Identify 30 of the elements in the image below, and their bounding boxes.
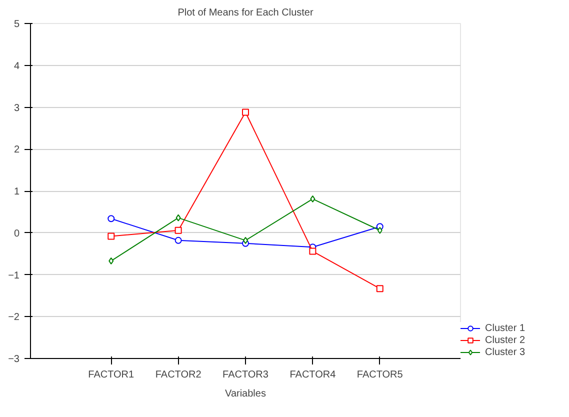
point [310, 195, 316, 202]
point [309, 248, 316, 255]
x-tick-label: FACTOR4 [290, 370, 336, 380]
chart-title: Plot of Means for Each Cluster [178, 8, 314, 18]
point [174, 236, 182, 244]
point [174, 226, 182, 234]
point [108, 232, 115, 240]
y-tick-label: 5 [14, 19, 20, 30]
legend-label: Cluster 1 [485, 322, 526, 334]
x-tick-label: FACTOR2 [155, 370, 202, 380]
y-tick-label: −3 [8, 354, 20, 365]
legend-label: Cluster 3 [485, 346, 526, 358]
y-tick-label: −2 [8, 312, 20, 324]
point [242, 108, 249, 116]
y-tick-label: 4 [14, 60, 20, 72]
y-tick-label: 2 [14, 144, 20, 156]
point [176, 214, 181, 222]
point [108, 257, 114, 264]
y-tick-label: 0 [14, 228, 20, 240]
y-tick-label: 3 [14, 102, 20, 114]
x-tick-label: FACTOR5 [356, 370, 404, 380]
x-tick-label: FACTOR1 [88, 370, 135, 380]
point [377, 226, 382, 234]
legend-label: Cluster 2 [485, 334, 526, 346]
x-axis-title: Variables [225, 388, 266, 400]
y-tick-label: −1 [8, 270, 20, 282]
y-tick-label: 1 [14, 186, 20, 198]
point [108, 215, 115, 222]
point [376, 285, 384, 292]
x-tick-label: FACTOR3 [222, 370, 269, 380]
